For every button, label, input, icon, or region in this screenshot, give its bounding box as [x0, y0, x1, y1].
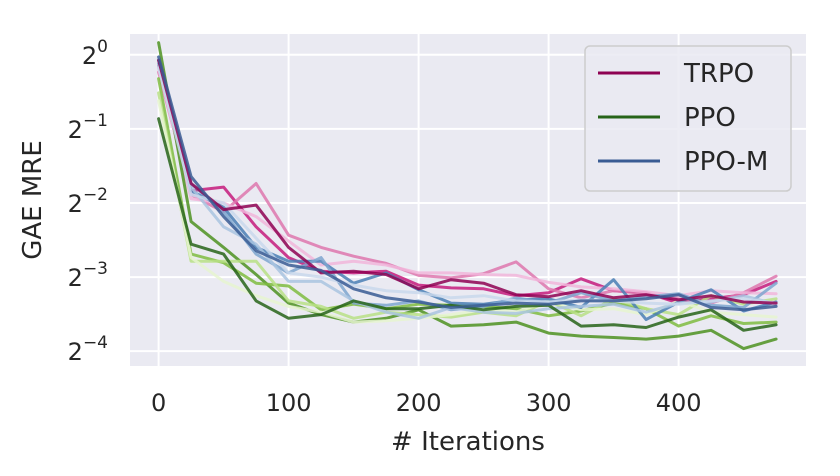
legend-box [584, 45, 792, 192]
x-tick-label: 300 [526, 389, 572, 417]
legend-label: TRPO [683, 59, 754, 89]
y-tick-labels: 20 2−1 2−2 2−3 2−4 [68, 37, 108, 366]
series-line-1 [157, 64, 778, 305]
x-axis-title: # Iterations [391, 427, 545, 457]
y-tick-label: 2−1 [68, 111, 108, 144]
x-tick-label: 0 [151, 389, 166, 417]
x-tick-label: 400 [656, 389, 702, 417]
legend: TRPO PPO PPO-M [584, 45, 792, 192]
legend-label: PPO-M [684, 147, 768, 177]
y-tick-label: 2−2 [68, 185, 108, 218]
y-tick-label: 2−3 [68, 259, 108, 292]
series-line-9 [157, 55, 778, 312]
series-line-5 [157, 41, 778, 351]
y-axis-title: GAE MRE [18, 140, 48, 260]
series-line-13 [157, 65, 778, 306]
legend-label: PPO [684, 103, 736, 133]
series-layer [157, 41, 778, 351]
x-tick-label: 200 [396, 389, 442, 417]
y-tick-label: 2−4 [68, 333, 108, 366]
x-tick-label: 100 [266, 389, 312, 417]
x-tick-labels: 0 100 200 300 400 [151, 389, 702, 417]
series-line-0 [157, 58, 778, 305]
y-tick-label: 20 [82, 37, 108, 70]
series-line-7 [157, 91, 778, 320]
